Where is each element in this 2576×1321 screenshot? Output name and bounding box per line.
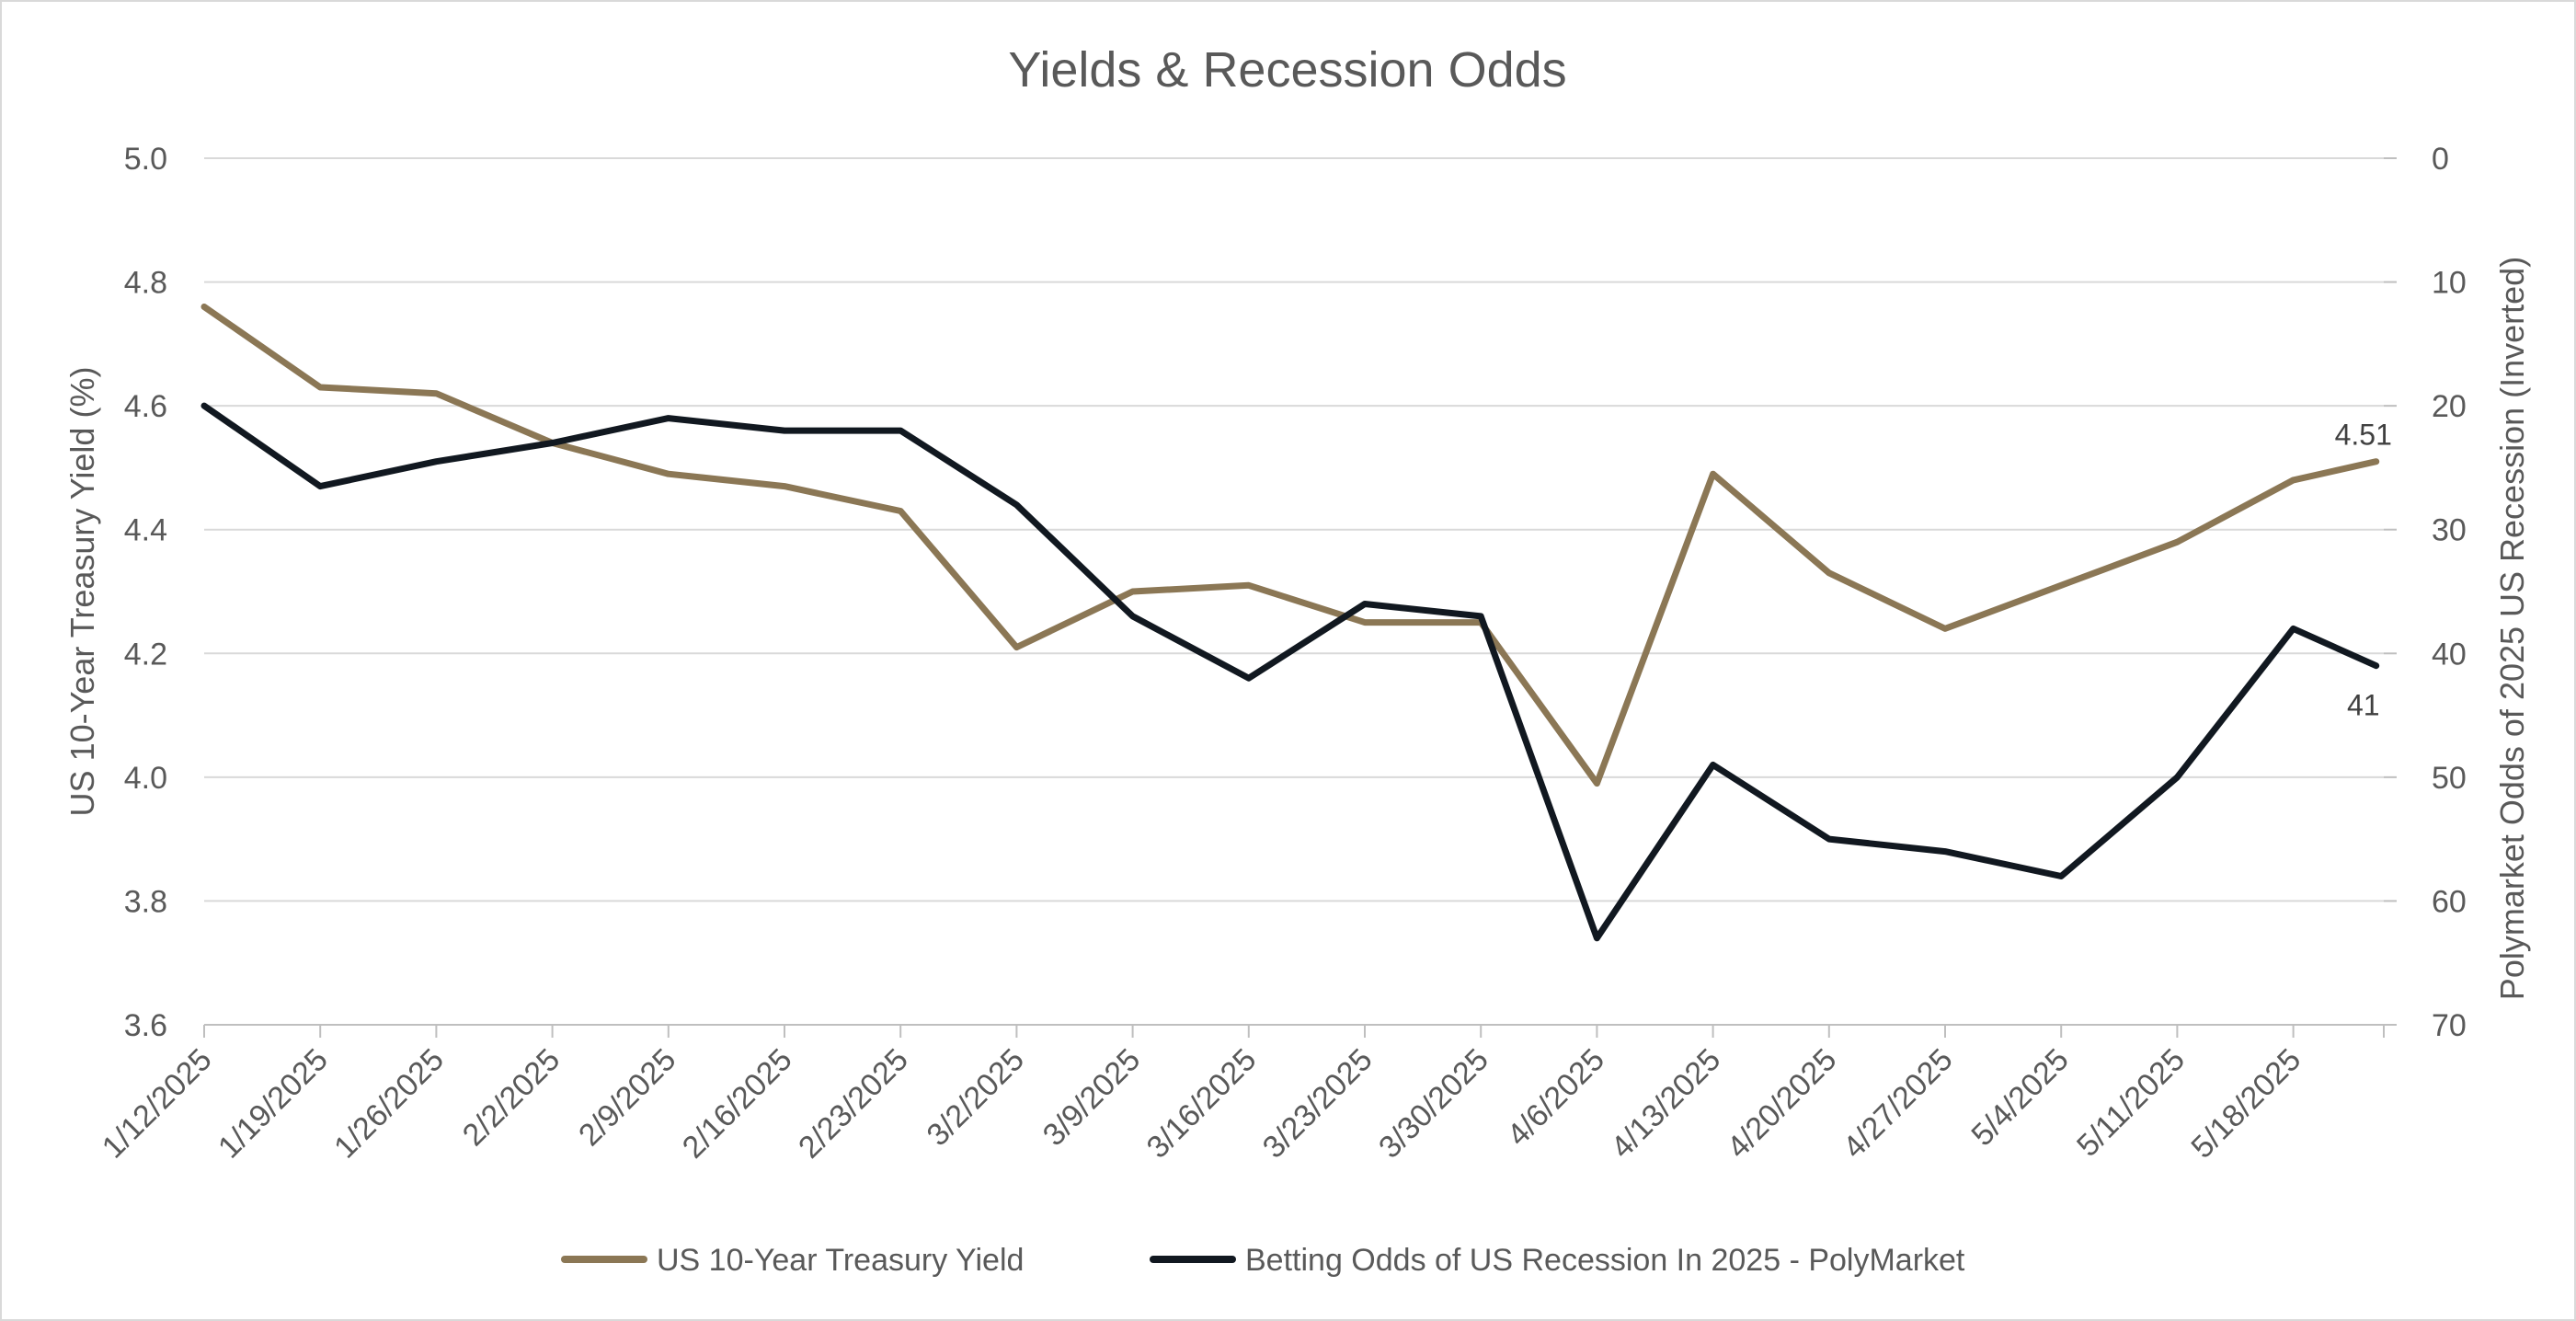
treasury-yield-point (1828, 572, 1830, 574)
data-labels: 4.51 41 (2335, 419, 2392, 722)
x-axis-tick-label: 2/23/2025 (792, 1042, 915, 1166)
x-axis-tick-label: 5/4/2025 (1964, 1042, 2075, 1153)
recession-odds-point (1248, 677, 1250, 679)
right-axis-tick-label: 50 (2432, 761, 2467, 796)
recession-odds-point (552, 442, 554, 444)
x-axis-tick-label: 3/16/2025 (1140, 1042, 1264, 1166)
x-axis-tick-label: 3/30/2025 (1372, 1042, 1495, 1166)
right-axis-title: Polymarket Odds of 2025 US Recession (In… (2493, 257, 2531, 1000)
recession-odds-point (319, 486, 321, 488)
treasury-yield-point (2060, 584, 2062, 586)
left-axis-tick-label: 3.8 (124, 884, 167, 919)
treasury-yield-point (319, 386, 321, 388)
treasury-yield-point (435, 393, 437, 395)
treasury-yield-point (1248, 584, 1250, 586)
left-axis-tick-label: 4.8 (124, 266, 167, 301)
chart-title: Yields & Recession Odds (1008, 42, 1566, 98)
recession-odds-point (668, 418, 670, 419)
x-axis-tick-label: 2/16/2025 (676, 1042, 799, 1166)
legend-label-treasury-yield: US 10-Year Treasury Yield (657, 1243, 1024, 1278)
legend-label-recession-odds: Betting Odds of US Recession In 2025 - P… (1245, 1243, 1965, 1278)
right-axis-tick-label: 10 (2432, 266, 2467, 301)
treasury-yield-point (784, 486, 785, 488)
treasury-yield-point (668, 473, 670, 475)
x-axis-tick-label: 2/2/2025 (456, 1042, 567, 1153)
left-axis-tick-label: 4.2 (124, 637, 167, 672)
treasury-yield-point (1015, 647, 1017, 649)
right-axis-tick-label: 40 (2432, 637, 2467, 672)
left-axis-tick-label: 5.0 (124, 142, 167, 177)
x-axis-tick-label: 4/20/2025 (1721, 1042, 1844, 1166)
recession-odds-end-label: 41 (2347, 689, 2380, 722)
x-axis-tick-label: 5/11/2025 (2070, 1042, 2192, 1164)
series-lines (200, 304, 2380, 942)
treasury-yield-point (1364, 622, 1366, 624)
x-axis-tick-label: 4/13/2025 (1604, 1042, 1727, 1166)
x-axis-tick-label: 3/2/2025 (921, 1042, 1031, 1153)
recession-odds-point (1364, 603, 1366, 604)
right-axis-tick-label: 70 (2432, 1008, 2467, 1043)
right-axis-tick-label: 60 (2432, 884, 2467, 919)
treasury-yield-point (2293, 479, 2295, 481)
x-axis-tick-label: 3/23/2025 (1256, 1042, 1380, 1166)
recession-odds-point (203, 405, 205, 407)
x-axis-tick-label: 1/26/2025 (327, 1042, 451, 1166)
gridlines (204, 157, 2384, 902)
right-axis-tick-label: 20 (2432, 389, 2467, 424)
recession-odds-line (200, 402, 2380, 942)
x-axis-tick-label: 4/6/2025 (1501, 1042, 1611, 1153)
treasury-yield-end-label: 4.51 (2335, 419, 2392, 452)
x-axis-tick-label: 1/19/2025 (212, 1042, 335, 1166)
right-axis-tick-label: 0 (2432, 142, 2449, 177)
treasury-yield-point (203, 305, 205, 307)
left-axis-tick-label: 4.0 (124, 761, 167, 796)
x-axis-tick-label: 2/9/2025 (572, 1042, 682, 1153)
left-axis-title: US 10-Year Treasury Yield (%) (63, 367, 101, 817)
recession-odds-point (1132, 615, 1134, 617)
recession-odds-point (2176, 776, 2178, 778)
right-axis-tick-label: 30 (2432, 513, 2467, 548)
x-axis-tick-label: 4/27/2025 (1837, 1042, 1960, 1166)
x-axis-tick-label: 3/9/2025 (1036, 1042, 1147, 1153)
recession-odds-point (2293, 627, 2295, 629)
recession-odds-point (1480, 615, 1482, 617)
recession-odds-point (1944, 851, 1946, 853)
treasury-yield-point (1944, 627, 1946, 629)
treasury-yield-point (2176, 541, 2178, 543)
left-axis-tick-label: 4.4 (124, 513, 167, 548)
x-axis-tick-label: 5/18/2025 (2184, 1042, 2307, 1166)
recession-odds-point (2060, 876, 2062, 878)
recession-odds-point (1015, 504, 1017, 506)
left-axis-tick-label: 4.6 (124, 389, 167, 424)
legend: US 10-Year Treasury Yield Betting Odds of… (561, 1243, 1965, 1278)
recession-odds-point (435, 461, 437, 463)
treasury-yield-line (200, 304, 2380, 787)
recession-odds-point (1712, 764, 1714, 765)
treasury-yield-point (1712, 473, 1714, 475)
x-axis-tick-label: 1/12/2025 (96, 1042, 219, 1166)
left-axis-tick-label: 3.6 (124, 1008, 167, 1043)
recession-odds-point (1828, 838, 1830, 840)
